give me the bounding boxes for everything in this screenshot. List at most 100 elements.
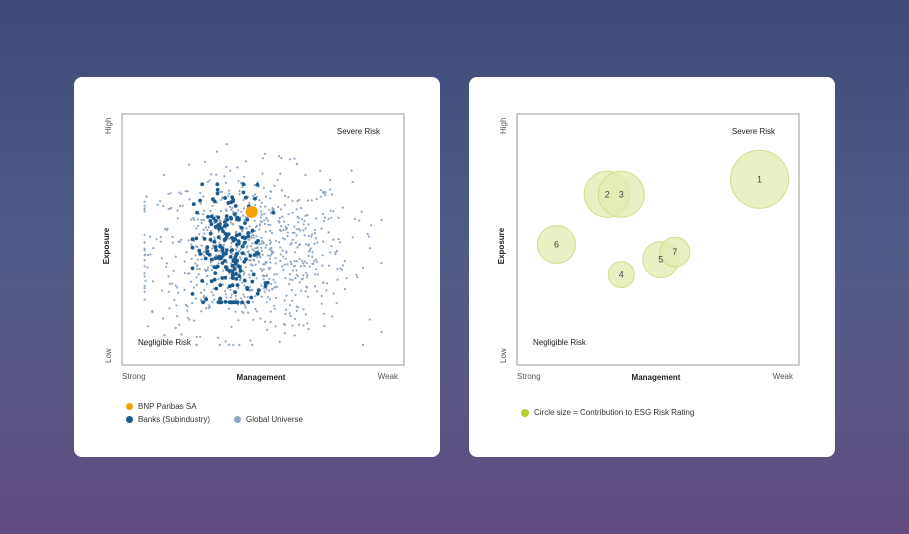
universe-point bbox=[223, 175, 226, 178]
universe-point bbox=[350, 169, 353, 172]
universe-point bbox=[294, 251, 297, 254]
universe-point bbox=[210, 264, 213, 267]
universe-point bbox=[336, 278, 339, 281]
subindustry-point bbox=[191, 202, 196, 207]
universe-point bbox=[279, 208, 283, 211]
universe-point bbox=[217, 262, 220, 265]
universe-point bbox=[254, 307, 257, 310]
subindustry-point bbox=[240, 244, 245, 249]
universe-point bbox=[278, 221, 281, 224]
universe-point bbox=[316, 290, 319, 293]
universe-point bbox=[161, 289, 164, 292]
universe-point bbox=[254, 295, 257, 298]
universe-point bbox=[303, 264, 306, 268]
universe-point bbox=[315, 197, 318, 201]
universe-point bbox=[259, 205, 262, 208]
universe-point bbox=[274, 239, 278, 242]
universe-point bbox=[186, 309, 189, 312]
universe-point bbox=[298, 243, 301, 247]
universe-point bbox=[168, 282, 171, 285]
subindustry-point bbox=[190, 245, 195, 250]
universe-point bbox=[314, 258, 318, 261]
universe-point bbox=[295, 273, 298, 276]
universe-point bbox=[174, 284, 177, 287]
universe-point bbox=[304, 313, 307, 316]
universe-point bbox=[169, 192, 172, 195]
subindustry-point bbox=[214, 248, 219, 253]
universe-point bbox=[320, 227, 323, 230]
universe-point bbox=[290, 288, 293, 292]
universe-point bbox=[149, 253, 152, 256]
universe-point bbox=[162, 205, 165, 208]
universe-point bbox=[330, 245, 333, 248]
universe-point bbox=[341, 268, 344, 271]
universe-point bbox=[270, 253, 273, 256]
universe-point bbox=[238, 250, 241, 253]
bubble bbox=[730, 149, 789, 209]
universe-point bbox=[203, 232, 206, 235]
subindustry-point bbox=[263, 284, 268, 288]
universe-point bbox=[304, 174, 307, 177]
universe-point bbox=[220, 251, 223, 254]
universe-point bbox=[258, 255, 261, 258]
universe-point bbox=[241, 230, 244, 233]
subindustry-point bbox=[228, 255, 233, 259]
universe-point bbox=[229, 262, 233, 265]
subindustry-point bbox=[236, 241, 241, 246]
universe-point bbox=[190, 218, 193, 221]
universe-point bbox=[286, 234, 289, 238]
universe-point bbox=[252, 318, 255, 321]
subindustry-point bbox=[198, 252, 203, 256]
universe-point bbox=[264, 230, 267, 233]
universe-point bbox=[283, 204, 286, 207]
universe-point bbox=[266, 328, 269, 331]
bubble-label: 3 bbox=[619, 189, 624, 199]
universe-point bbox=[287, 223, 290, 226]
universe-point bbox=[217, 250, 221, 253]
universe-point bbox=[295, 260, 298, 263]
subindustry-point bbox=[234, 233, 239, 238]
universe-point bbox=[281, 249, 284, 252]
legend-item-company: BNP Paribas SA bbox=[126, 402, 197, 411]
universe-point bbox=[242, 214, 245, 217]
universe-point bbox=[302, 262, 305, 265]
universe-point bbox=[323, 194, 327, 197]
universe-point bbox=[215, 254, 218, 257]
universe-point bbox=[269, 261, 272, 264]
universe-point bbox=[195, 276, 198, 279]
subindustry-point bbox=[230, 272, 235, 277]
universe-point bbox=[229, 221, 232, 224]
universe-point bbox=[263, 152, 266, 155]
universe-point bbox=[240, 281, 243, 284]
universe-point bbox=[281, 265, 284, 268]
universe-point bbox=[322, 312, 325, 315]
subindustry-point bbox=[246, 234, 251, 239]
universe-point bbox=[289, 260, 292, 263]
subindustry-point bbox=[248, 253, 253, 258]
universe-point bbox=[219, 210, 223, 213]
subindustry-point bbox=[195, 210, 199, 215]
universe-point bbox=[285, 250, 288, 253]
subindustry-point bbox=[238, 265, 242, 270]
universe-point bbox=[260, 201, 263, 204]
universe-point bbox=[294, 277, 297, 280]
subindustry-point bbox=[238, 268, 243, 273]
universe-point bbox=[225, 296, 228, 299]
bubble-size-dot-icon bbox=[521, 408, 529, 417]
universe-point bbox=[200, 298, 203, 301]
subindustry-point bbox=[250, 228, 255, 233]
x-axis-title: Management bbox=[632, 373, 681, 382]
universe-point bbox=[252, 249, 255, 252]
subindustry-point bbox=[220, 261, 225, 265]
universe-point bbox=[251, 300, 254, 303]
universe-point bbox=[270, 232, 274, 235]
universe-point bbox=[168, 307, 171, 310]
universe-point bbox=[200, 244, 203, 247]
subindustry-point bbox=[253, 196, 257, 201]
universe-point bbox=[225, 261, 229, 264]
universe-point bbox=[143, 290, 146, 293]
universe-point bbox=[209, 173, 213, 176]
subindustry-point bbox=[230, 263, 235, 268]
subindustry-point bbox=[218, 283, 223, 288]
universe-point bbox=[282, 255, 285, 258]
